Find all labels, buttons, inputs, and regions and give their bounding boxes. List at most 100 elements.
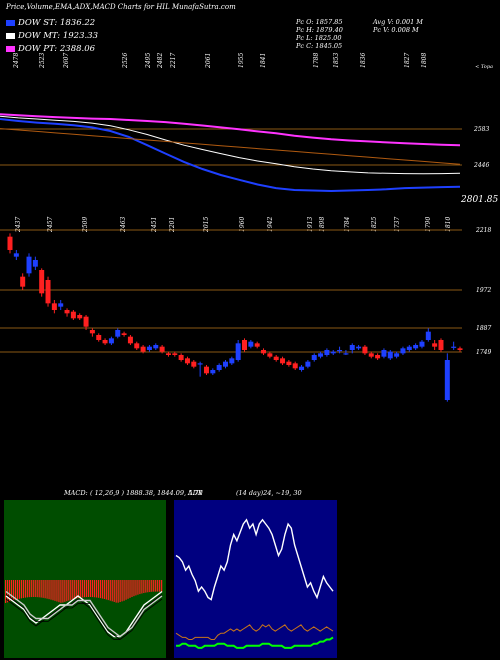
lower-tick-label: 1960 <box>239 217 246 232</box>
candle-body <box>184 358 190 364</box>
legend-dow-mt-label: DOW MT: <box>18 31 61 41</box>
macd-histogram-bar <box>91 580 94 598</box>
candle-body <box>311 355 317 360</box>
lower-tick-label: 1810 <box>445 217 452 232</box>
candle-body <box>248 341 254 347</box>
macd-histogram-bar <box>20 580 22 599</box>
candle-body <box>387 351 393 359</box>
candle-body <box>191 361 197 367</box>
candle-body <box>413 345 419 349</box>
candle-body <box>406 346 412 350</box>
upper-tick-label: 1788 <box>313 53 320 68</box>
upper-tick-label: 2217 <box>170 53 177 69</box>
upper-tick-label: 2482 <box>157 53 164 69</box>
macd-histogram-bar <box>58 580 60 603</box>
macd-histogram-bar <box>151 580 153 592</box>
candle-body <box>425 331 431 340</box>
lower-tick-label: 1898 <box>319 217 326 232</box>
upper-tick-label: 1836 <box>360 53 367 68</box>
macd-histogram-bar <box>155 580 157 592</box>
upper-tick-label: 2495 <box>145 53 152 69</box>
macd-histogram-bar <box>78 580 80 599</box>
candle-body <box>102 340 108 344</box>
candle-body <box>77 315 83 319</box>
macd-histogram-bar <box>133 580 135 597</box>
candle-body <box>140 346 146 352</box>
macd-histogram-bar <box>36 580 38 598</box>
macd-histogram-bar <box>76 580 78 599</box>
macd-histogram-bar <box>44 580 46 599</box>
candle-body <box>400 348 406 354</box>
candle-body <box>32 260 38 267</box>
lower-right-axis-label: 1749 <box>476 349 491 356</box>
candle-body <box>64 310 70 314</box>
candle-body <box>229 358 235 364</box>
macd-histogram-bar <box>119 580 121 603</box>
macd-histogram-bar <box>72 580 74 600</box>
candle-body <box>362 346 368 354</box>
upper-right-axis-label: 2446 <box>473 162 489 169</box>
candle-body <box>305 361 311 367</box>
lower-right-axis-label: 1887 <box>476 325 491 332</box>
upper-tick-label: 2523 <box>39 53 46 69</box>
legend-dow-st-value: 1836.22 <box>59 18 96 28</box>
candle-body <box>368 353 374 357</box>
candle-body <box>419 341 425 347</box>
macd-histogram-bar <box>18 580 21 599</box>
macd-histogram-bar <box>38 580 40 598</box>
candle-body <box>261 350 267 354</box>
candle-body <box>324 350 330 355</box>
legend-swatch-st <box>6 19 15 26</box>
candle-body <box>444 360 450 400</box>
macd-histogram-bar <box>153 580 155 592</box>
candle-body <box>45 280 51 304</box>
macd-histogram-bar <box>129 580 131 598</box>
candle-body <box>83 316 89 327</box>
macd-histogram-bar <box>6 580 9 603</box>
candle-body <box>20 276 26 287</box>
macd-histogram-bar <box>26 580 28 598</box>
macd-histogram-bar <box>24 580 26 598</box>
candle-body <box>108 338 114 344</box>
macd-histogram-bar <box>101 580 103 599</box>
macd-label: MACD: <box>64 489 88 497</box>
candle-body <box>242 340 248 350</box>
legend-swatch-pt <box>6 45 15 52</box>
lower-tick-label: 1913 <box>307 217 314 232</box>
macd-histogram-bar <box>60 580 62 603</box>
lower-right-axis-label: 2218 <box>475 227 491 234</box>
candle-body <box>89 330 95 334</box>
lower-tick-label: 2463 <box>120 217 127 233</box>
legend-dow-mt: DOW MT: 1923.33 <box>6 31 98 41</box>
macd-histogram-bar <box>113 580 115 602</box>
macd-histogram-bar <box>149 580 151 592</box>
macd-histogram-bar <box>105 580 107 600</box>
upper-current-label: 2801.85 <box>460 195 498 205</box>
macd-histogram-bar <box>139 580 141 595</box>
macd-histogram-bar <box>109 580 111 601</box>
upper-right-axis-label: 2583 <box>473 126 489 133</box>
macd-histogram-bar <box>5 580 7 603</box>
candle-body <box>222 361 228 367</box>
macd-histogram-bar <box>32 580 34 598</box>
candle-body <box>172 353 178 355</box>
ema-mid-line <box>0 115 461 175</box>
lower-tick-label: 2015 <box>203 217 210 233</box>
candle-body <box>159 346 165 352</box>
candle-body <box>146 346 152 350</box>
macd-histogram-bar <box>143 580 145 594</box>
ohlc-low: Pc L: 1825.00 <box>296 34 342 42</box>
macd-histogram-bar <box>137 580 139 595</box>
legend-dow-mt-value: 1923.33 <box>62 31 99 41</box>
candle-body <box>286 361 292 365</box>
ema-long-line <box>0 113 461 147</box>
candle-body <box>356 346 362 349</box>
candle-body <box>457 348 463 350</box>
candle-body <box>115 330 121 337</box>
lower-tick-label: 2437 <box>15 217 22 233</box>
macd-histogram-bar <box>50 580 52 600</box>
macd-histogram-bar <box>46 580 48 599</box>
macd-histogram-bar <box>70 580 72 600</box>
macd-histogram-bar <box>145 580 147 593</box>
